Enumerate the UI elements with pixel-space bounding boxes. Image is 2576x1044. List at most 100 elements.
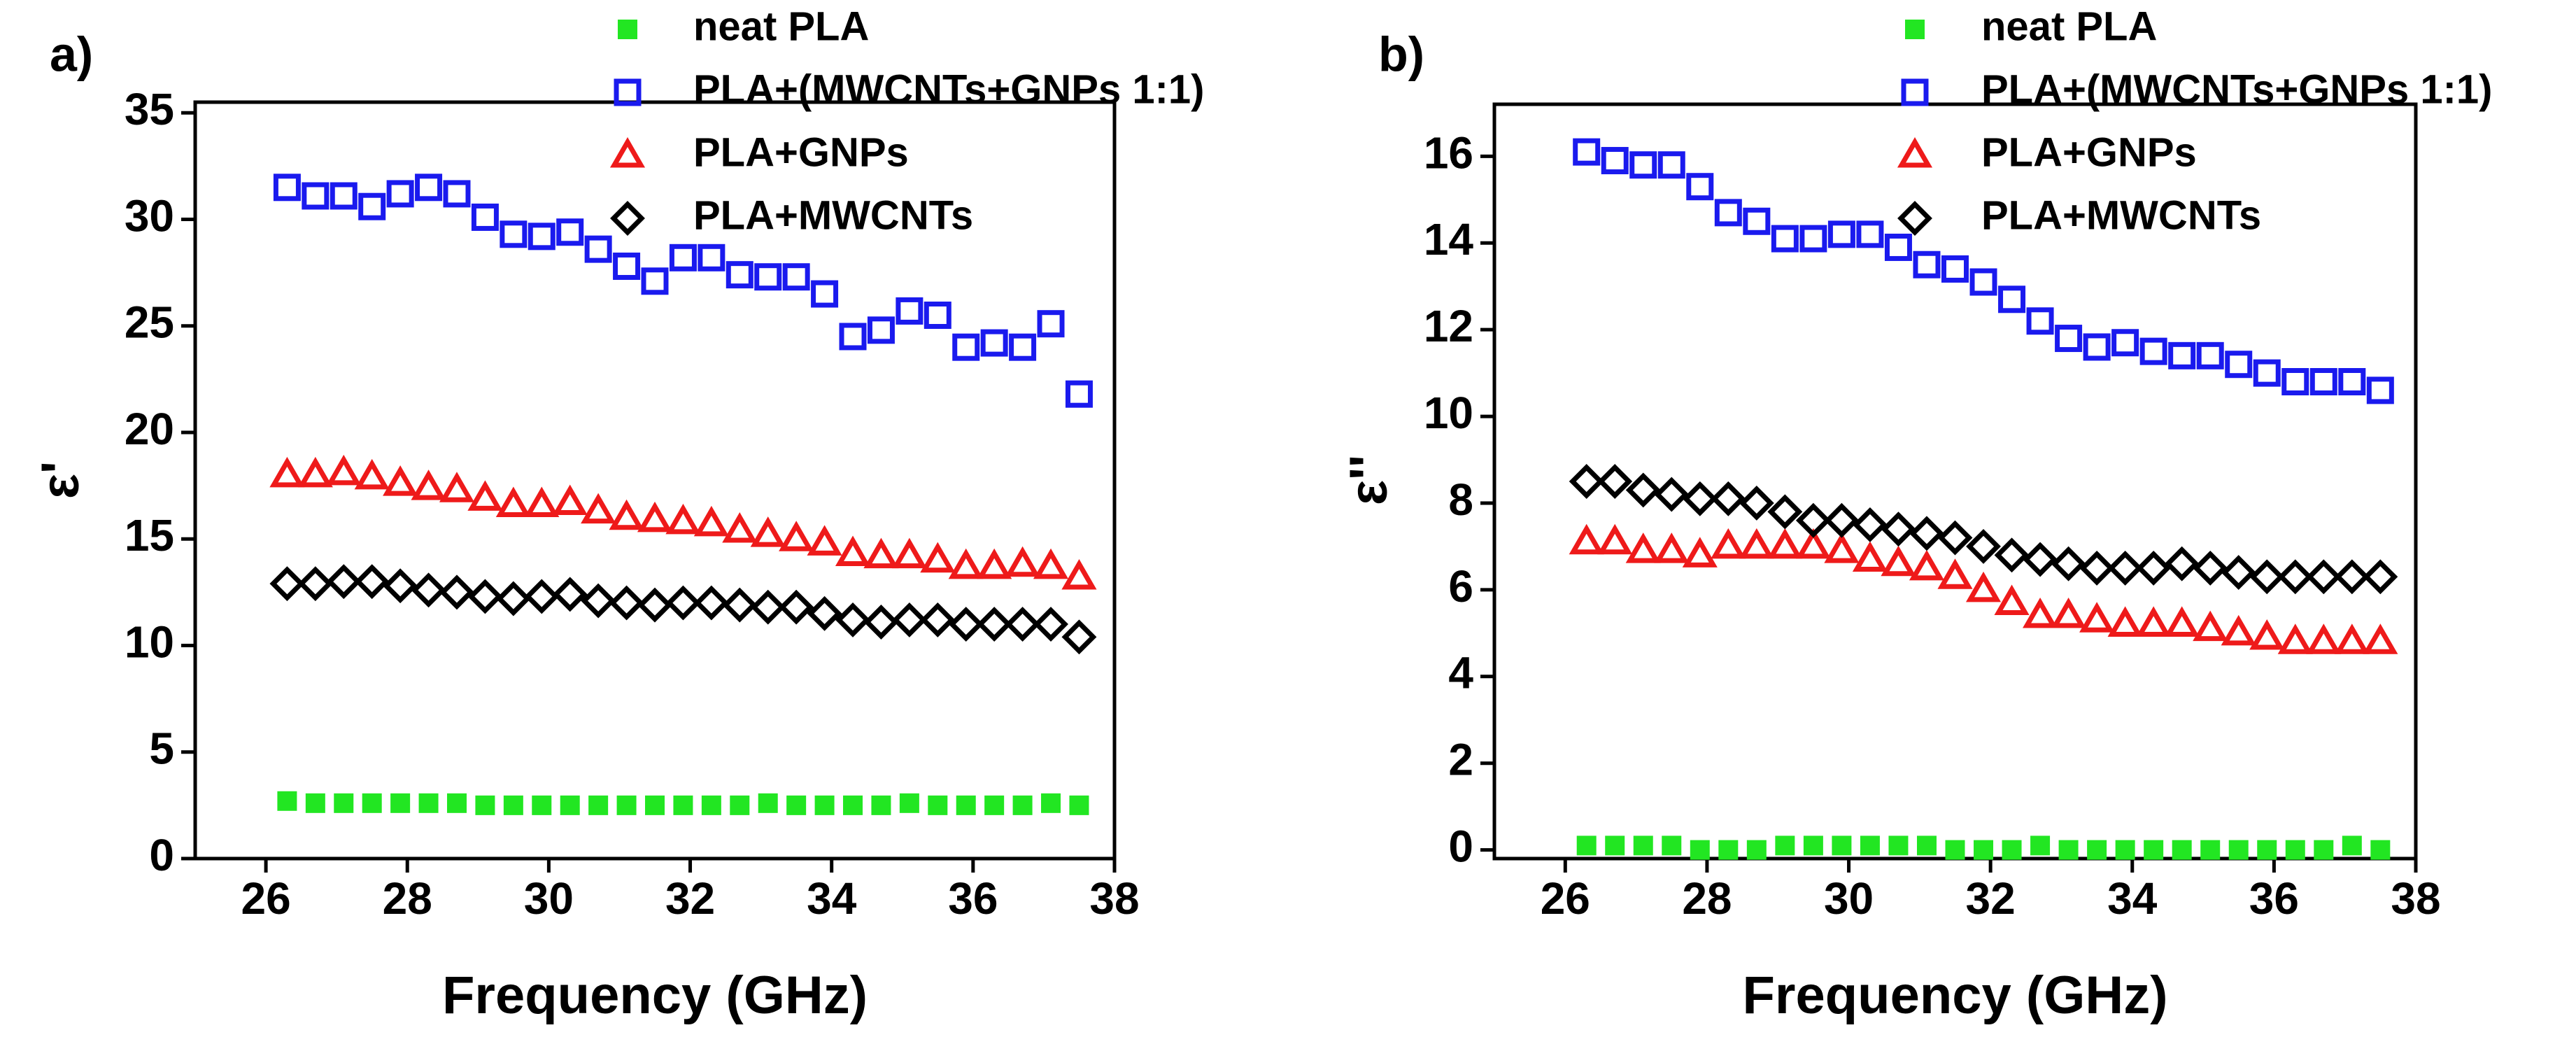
legend-marker (618, 20, 637, 39)
marker (2342, 835, 2362, 856)
marker (2107, 550, 2143, 586)
marker (613, 252, 641, 280)
marker (386, 180, 414, 208)
marker (786, 795, 807, 815)
marker (814, 795, 835, 815)
marker (2196, 341, 2224, 369)
marker (2193, 550, 2228, 586)
legend-marker (610, 201, 645, 236)
marker (2083, 333, 2111, 361)
marker (609, 499, 644, 530)
marker (1041, 793, 1061, 813)
y-tick-label: 8 (1448, 474, 1473, 525)
marker (754, 263, 782, 291)
marker (839, 323, 867, 351)
marker (750, 589, 786, 625)
marker (439, 472, 475, 502)
marker (584, 235, 612, 263)
y-tick-label: 0 (149, 830, 174, 880)
marker (2055, 325, 2083, 353)
marker (977, 548, 1012, 579)
marker (358, 192, 386, 220)
legend-label: neat PLA (693, 3, 869, 49)
x-tick-label: 26 (1541, 873, 1590, 924)
marker (665, 503, 701, 535)
legend-marker (1897, 136, 1933, 168)
marker (2253, 359, 2281, 387)
marker (1965, 571, 2002, 602)
legend-marker (1901, 78, 1929, 106)
x-tick-label: 38 (2391, 873, 2440, 924)
y-tick-label: 0 (1448, 821, 1473, 872)
marker (2107, 606, 2143, 637)
marker (722, 587, 758, 623)
marker (1005, 607, 1040, 642)
legend-label: PLA+MWCNTs (693, 192, 973, 238)
marker (637, 587, 672, 623)
marker (1012, 795, 1033, 815)
marker (471, 203, 499, 231)
marker (928, 795, 948, 815)
marker (1827, 220, 1855, 248)
panel-label: a) (50, 27, 93, 81)
marker (443, 180, 471, 208)
marker (354, 564, 390, 600)
marker (779, 589, 814, 625)
marker (2087, 840, 2107, 860)
marker (609, 585, 644, 621)
legend-marker (1897, 201, 1932, 236)
marker (1576, 835, 1597, 856)
marker (1601, 147, 1629, 175)
plot-frame (193, 100, 1117, 861)
marker (1852, 541, 1888, 572)
y-tick-label: 2 (1448, 735, 1473, 785)
legend-label: neat PLA (1981, 3, 2157, 49)
marker (2115, 840, 2135, 860)
marker (807, 595, 842, 631)
marker (807, 525, 842, 556)
marker (891, 602, 927, 637)
marker (1994, 584, 2030, 615)
marker (1916, 835, 1937, 856)
marker (1605, 835, 1625, 856)
marker (1824, 532, 1860, 563)
marker (750, 516, 786, 547)
marker (503, 795, 523, 815)
marker (899, 793, 919, 813)
marker (1573, 138, 1601, 166)
x-axis-title: Frequency (GHz) (442, 966, 868, 1025)
marker (1767, 494, 1803, 530)
marker (390, 793, 411, 813)
marker (1739, 528, 1774, 559)
marker (2026, 307, 2054, 335)
marker (1746, 840, 1767, 860)
marker (698, 244, 726, 271)
marker (411, 572, 446, 608)
marker (354, 458, 390, 490)
y-tick-label: 20 (125, 404, 174, 454)
marker (560, 795, 580, 815)
marker (2249, 619, 2285, 650)
marker (863, 605, 899, 640)
legend-marker (614, 78, 642, 106)
marker (2366, 376, 2394, 404)
marker (524, 579, 560, 614)
marker (2079, 602, 2115, 633)
marker (1569, 464, 1604, 499)
x-tick-label: 30 (1824, 873, 1874, 924)
y-tick-label: 16 (1424, 127, 1473, 178)
marker (1767, 528, 1803, 559)
marker (2200, 840, 2221, 860)
marker (1795, 528, 1831, 559)
marker (1941, 255, 1969, 283)
marker (269, 456, 305, 488)
marker (1711, 481, 1746, 516)
marker (977, 607, 1012, 642)
marker (2228, 840, 2249, 860)
marker (1832, 835, 1852, 856)
marker (1682, 481, 1718, 516)
marker (2111, 329, 2139, 357)
y-tick-label: 12 (1424, 301, 1473, 351)
marker (730, 795, 750, 815)
marker (362, 793, 382, 813)
